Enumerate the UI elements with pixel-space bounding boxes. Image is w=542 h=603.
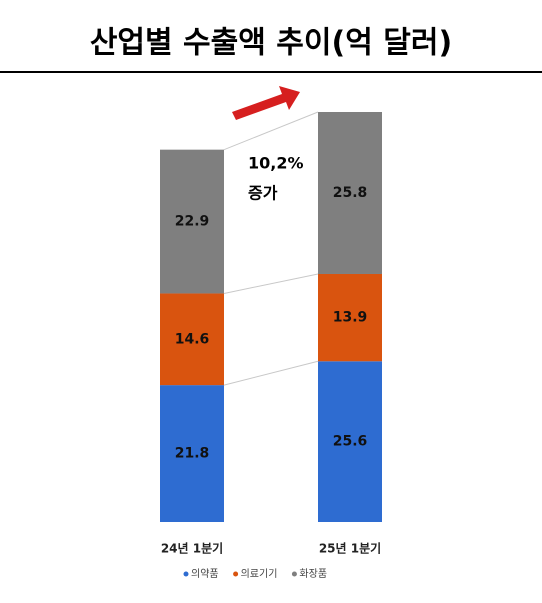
- data-label: 22.9: [175, 214, 210, 230]
- connector: [223, 111, 319, 151]
- bar-segment: [318, 273, 382, 362]
- legend-marker: [291, 571, 297, 577]
- annotation: 10,2%: [248, 154, 304, 173]
- bar-segment: [160, 293, 224, 386]
- data-label: 25.8: [333, 185, 368, 201]
- legend-label: 화장품: [299, 568, 327, 580]
- legend-label: 의료기기: [241, 568, 278, 580]
- connector: [223, 360, 319, 386]
- data-label: 21.8: [175, 446, 210, 462]
- legend-label: 의약품: [191, 568, 219, 580]
- data-label: 14.6: [175, 331, 210, 347]
- data-label: 13.9: [333, 310, 368, 326]
- connector: [223, 273, 319, 294]
- chart-title: 산업별 수출액 추이(억 달러): [90, 26, 452, 61]
- annotation: 증가: [248, 184, 278, 203]
- x-tick-label: 24년 1분기: [161, 541, 223, 556]
- data-label: 25.6: [333, 434, 368, 450]
- bar-segment: [318, 361, 382, 522]
- x-tick-label: 25년 1분기: [319, 541, 381, 556]
- bar-segment: [160, 385, 224, 522]
- growth-arrow: [232, 86, 300, 120]
- legend-marker: [233, 571, 239, 577]
- bar-segment: [160, 149, 224, 294]
- bar-segment: [318, 112, 382, 274]
- legend-marker: [183, 571, 189, 577]
